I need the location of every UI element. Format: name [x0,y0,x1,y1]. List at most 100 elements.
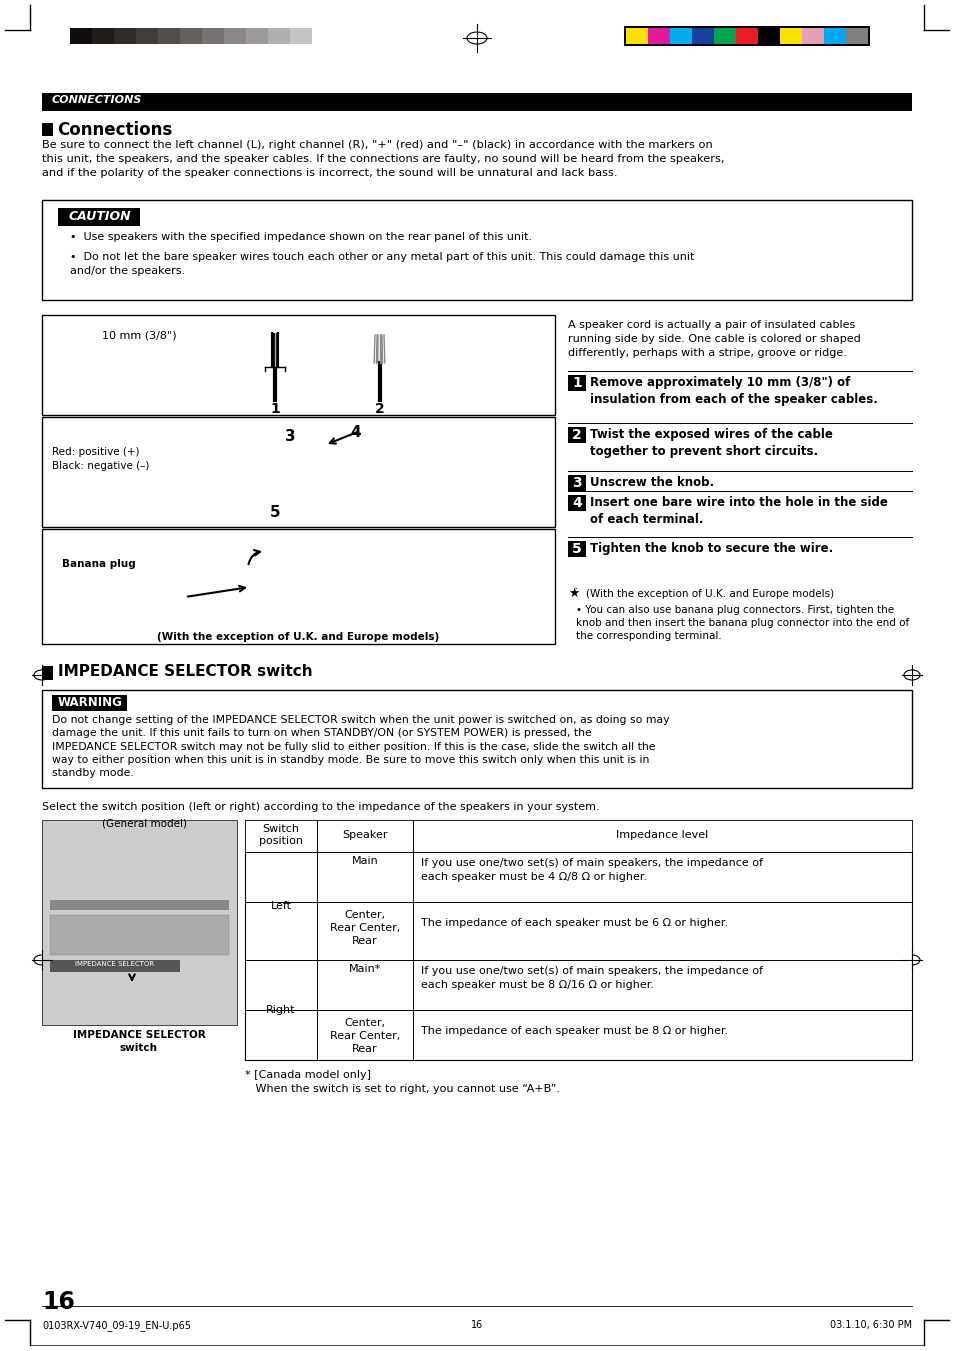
Ellipse shape [285,571,304,586]
Ellipse shape [290,604,310,617]
Text: Unscrew the knob.: Unscrew the knob. [589,476,714,489]
Ellipse shape [310,485,330,499]
Text: CAUTION: CAUTION [69,209,132,223]
Text: ★̇: ★̇ [567,586,578,600]
Text: Main*: Main* [349,965,381,974]
Ellipse shape [260,557,279,571]
Text: When the switch is set to right, you cannot use “A+B”.: When the switch is set to right, you can… [245,1084,559,1094]
Ellipse shape [270,592,290,607]
Bar [268,28,290,45]
Text: 4: 4 [572,496,581,509]
Bar [113,28,136,45]
Bar [625,28,647,45]
Ellipse shape [311,454,318,459]
Ellipse shape [299,446,330,467]
Text: Main: Main [352,857,378,866]
Text: Banana plug: Banana plug [62,559,135,569]
Text: Be sure to connect the left channel (L), right channel (R), "+" (red) and "–" (b: Be sure to connect the left channel (L),… [42,141,723,178]
Text: 5: 5 [572,542,581,557]
Text: Do not change setting of the IMPEDANCE SELECTOR switch when the unit power is sw: Do not change setting of the IMPEDANCE S… [52,715,669,778]
Bar [245,820,911,852]
Bar [691,28,713,45]
Text: (General model): (General model) [102,817,188,828]
Bar [312,28,334,45]
Text: 16: 16 [471,1320,482,1329]
Ellipse shape [286,439,294,444]
Bar [42,666,53,680]
Text: Center,
Rear Center,
Rear: Center, Rear Center, Rear [330,1019,399,1054]
Bar [180,28,202,45]
Bar [801,28,823,45]
Ellipse shape [264,588,295,609]
Text: IMPEDANCE SELECTOR
switch: IMPEDANCE SELECTOR switch [72,1029,205,1054]
Ellipse shape [280,435,299,449]
Bar [42,417,555,527]
Text: •  Do not let the bare speaker wires touch each other or any metal part of this : • Do not let the bare speaker wires touc… [70,253,694,276]
Text: Impedance level: Impedance level [616,830,707,840]
Text: CONNECTIONS: CONNECTIONS [52,95,142,105]
Bar [42,530,555,644]
Text: Remove approximately 10 mm (3/8") of
insulation from each of the speaker cables.: Remove approximately 10 mm (3/8") of ins… [589,376,877,407]
Bar [42,820,236,1025]
Text: Switch
position: Switch position [258,824,303,846]
Bar [567,427,585,443]
Bar [91,28,113,45]
Bar [50,961,180,971]
Text: Insert one bare wire into the hole in the side
of each terminal.: Insert one bare wire into the hole in th… [589,496,887,526]
Text: 03.1.10, 6:30 PM: 03.1.10, 6:30 PM [829,1320,911,1329]
Bar [245,820,911,1061]
Text: IMPEDANCE SELECTOR switch: IMPEDANCE SELECTOR switch [58,663,313,680]
Text: Tighten the knob to secure the wire.: Tighten the knob to secure the wire. [589,542,832,555]
Ellipse shape [284,600,315,621]
Ellipse shape [284,469,315,490]
Bar [823,28,845,45]
Bar [50,915,229,955]
Text: 3: 3 [572,476,581,490]
Ellipse shape [304,481,335,503]
Bar [42,200,911,300]
Text: 16: 16 [42,1290,74,1315]
Text: (With the exception of U.K. and Europe models): (With the exception of U.K. and Europe m… [585,589,833,598]
Text: (With the exception of U.K. and Europe models): (With the exception of U.K. and Europe m… [156,632,438,642]
Text: 4: 4 [350,426,360,440]
Text: WARNING: WARNING [57,696,122,709]
Bar [735,28,758,45]
Text: •  Use speakers with the specified impedance shown on the rear panel of this uni: • Use speakers with the specified impeda… [70,232,532,242]
Ellipse shape [279,569,310,590]
Text: IMPEDANCE SELECTOR: IMPEDANCE SELECTOR [75,961,154,967]
Bar [136,28,158,45]
Ellipse shape [305,450,324,463]
Text: Left: Left [271,901,292,911]
Text: Center,
Rear Center,
Rear: Center, Rear Center, Rear [330,911,399,947]
Text: Twist the exposed wires of the cable
together to prevent short circuits.: Twist the exposed wires of the cable tog… [589,428,832,458]
Bar [567,494,585,511]
Text: • You can also use banana plug connectors. First, tighten the
knob and then inse: • You can also use banana plug connector… [576,605,908,642]
Text: A speaker cord is actually a pair of insulated cables
running side by side. One : A speaker cord is actually a pair of ins… [567,320,860,358]
Ellipse shape [254,553,285,576]
Bar [50,900,229,911]
Text: 0103RX-V740_09-19_EN-U.p65: 0103RX-V740_09-19_EN-U.p65 [42,1320,191,1331]
Bar [669,28,691,45]
Bar [52,694,127,711]
Bar [58,208,140,226]
Bar [567,376,585,390]
Bar [567,540,585,557]
Text: 5: 5 [270,505,280,520]
Bar [246,28,268,45]
Text: 1: 1 [270,403,279,416]
Ellipse shape [274,431,305,453]
Bar [42,123,53,136]
Bar [158,28,180,45]
Bar [623,26,869,46]
Bar [567,476,585,490]
Text: Select the switch position (left or right) according to the impedance of the spe: Select the switch position (left or righ… [42,802,599,812]
Ellipse shape [290,471,310,486]
Bar [42,315,555,415]
Bar [713,28,735,45]
Text: Red: positive (+)
Black: negative (–): Red: positive (+) Black: negative (–) [52,447,150,471]
Text: 2: 2 [375,403,384,416]
Bar [42,93,911,111]
Bar [780,28,801,45]
Text: Right: Right [266,1005,295,1015]
Text: Speaker: Speaker [342,830,387,840]
